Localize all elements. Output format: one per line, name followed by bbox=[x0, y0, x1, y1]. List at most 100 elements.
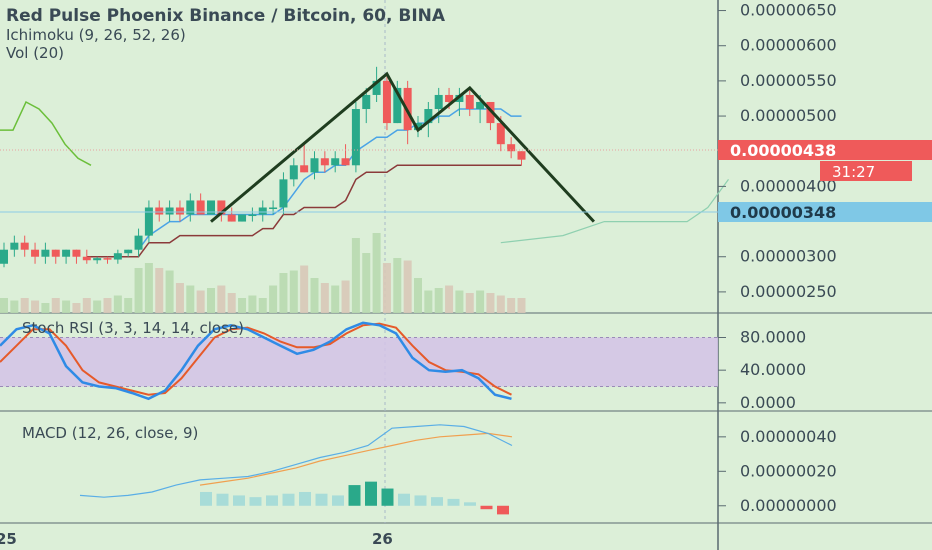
candle-body bbox=[186, 200, 195, 215]
macd-lines bbox=[79, 424, 513, 515]
candle-body bbox=[165, 207, 174, 215]
volume-bar bbox=[144, 263, 153, 313]
price-tick-label: 0.00000250 bbox=[740, 282, 837, 301]
candle-body bbox=[517, 151, 526, 160]
volume-bar bbox=[341, 280, 350, 313]
volume-bar bbox=[258, 298, 267, 313]
candle-body bbox=[300, 165, 309, 173]
volume-bar bbox=[175, 283, 184, 313]
candle-body bbox=[0, 249, 8, 264]
volume-bar bbox=[62, 300, 71, 313]
stoch-rsi-lines bbox=[0, 321, 512, 401]
volume-bar bbox=[372, 233, 381, 313]
candle-body bbox=[227, 214, 236, 222]
volume-bar bbox=[0, 298, 8, 313]
price-tick-label: 0.00000600 bbox=[740, 36, 837, 55]
candle-body bbox=[82, 256, 91, 261]
volume-bar bbox=[465, 293, 474, 313]
macd-histogram-bar bbox=[332, 495, 344, 506]
stoch-d-line bbox=[0, 322, 512, 396]
candle-body bbox=[289, 165, 298, 180]
macd-histogram-bar bbox=[315, 493, 328, 506]
volume-bar bbox=[434, 288, 443, 313]
volume-bar bbox=[445, 285, 454, 313]
candle-body bbox=[414, 123, 422, 131]
volume-bar bbox=[186, 285, 195, 313]
candle-body bbox=[124, 249, 133, 254]
macd-histogram-bar bbox=[497, 505, 509, 515]
candle-body bbox=[175, 207, 184, 215]
candle-body bbox=[269, 207, 278, 209]
macd-histogram-bar bbox=[365, 481, 377, 506]
stoch-tick-label: 0.0000 bbox=[740, 393, 796, 412]
volume-bar bbox=[393, 258, 402, 313]
price-tick-label: 0.00000500 bbox=[740, 106, 837, 125]
volume-bar bbox=[455, 290, 464, 313]
candle-body bbox=[62, 249, 71, 257]
volume-bar bbox=[93, 300, 102, 313]
volume-bar bbox=[227, 293, 236, 313]
volume-bar bbox=[300, 265, 309, 313]
candle-body bbox=[434, 94, 443, 110]
macd-histogram-bar bbox=[299, 491, 311, 506]
volume-bar bbox=[414, 278, 422, 313]
lagging-span-line bbox=[0, 100, 92, 166]
double-top-pattern-line bbox=[210, 71, 595, 223]
candle-body bbox=[248, 214, 257, 217]
volume-bar bbox=[72, 303, 81, 313]
macd-histogram-bar bbox=[447, 498, 460, 506]
candle-body bbox=[382, 80, 391, 124]
candle-body bbox=[155, 207, 164, 215]
macd-histogram-bar bbox=[414, 495, 427, 506]
price-tick-label: 0.00000650 bbox=[740, 1, 837, 20]
volume-bar bbox=[51, 298, 60, 313]
macd-histogram-bar bbox=[282, 493, 295, 506]
candle-body bbox=[455, 94, 464, 102]
ichimoku-label: Ichimoku (9, 26, 52, 26) bbox=[6, 26, 186, 44]
candle-body bbox=[196, 200, 205, 215]
volume-bar bbox=[320, 283, 329, 313]
volume-bar bbox=[217, 285, 226, 313]
volume-bar bbox=[310, 278, 319, 313]
candle-body bbox=[310, 158, 319, 173]
macd-signal-line bbox=[199, 432, 513, 486]
macd-tick-label: 0.00000000 bbox=[740, 496, 837, 515]
candles bbox=[0, 66, 526, 268]
macd-title: MACD (12, 26, close, 9) bbox=[22, 424, 198, 442]
macd-tick-label: 0.00000020 bbox=[740, 461, 837, 480]
candle-body bbox=[476, 101, 485, 110]
stoch-tick-label: 40.0000 bbox=[740, 360, 806, 379]
candle-body bbox=[41, 249, 50, 257]
price-tick-label: 0.00000550 bbox=[740, 71, 837, 90]
conversion-line bbox=[137, 108, 522, 251]
volume-bar bbox=[403, 260, 412, 313]
macd-histogram-bar bbox=[348, 485, 361, 506]
macd-histogram-bar bbox=[381, 488, 394, 506]
macd-histogram-bar bbox=[249, 497, 262, 506]
volume-bar bbox=[289, 270, 298, 313]
volume-bar bbox=[196, 290, 205, 313]
volume-bar bbox=[155, 268, 164, 313]
volume-bar bbox=[362, 253, 371, 313]
macd-histogram-bar bbox=[233, 495, 245, 506]
candle-body bbox=[424, 109, 433, 124]
volume-bar bbox=[382, 263, 391, 313]
volume-bar bbox=[165, 270, 174, 313]
volume-bar bbox=[31, 300, 40, 313]
stoch-tick-label: 80.0000 bbox=[740, 328, 806, 347]
stoch-k-line bbox=[0, 321, 512, 401]
volume-bar bbox=[496, 295, 505, 313]
price-tick-label: 0.00000300 bbox=[740, 247, 837, 266]
volume-bar bbox=[279, 273, 288, 313]
candle-body bbox=[51, 249, 60, 257]
volume-bar bbox=[486, 293, 495, 313]
candle-body bbox=[134, 235, 143, 250]
cloud-line bbox=[500, 179, 729, 244]
candle-body bbox=[279, 179, 288, 208]
stoch-band bbox=[0, 337, 718, 387]
macd-histogram-bar bbox=[216, 493, 229, 506]
volume-bar bbox=[103, 298, 112, 313]
level-price-badge bbox=[718, 202, 932, 222]
macd-histogram-bar bbox=[200, 491, 212, 506]
volume-bar bbox=[113, 295, 122, 313]
